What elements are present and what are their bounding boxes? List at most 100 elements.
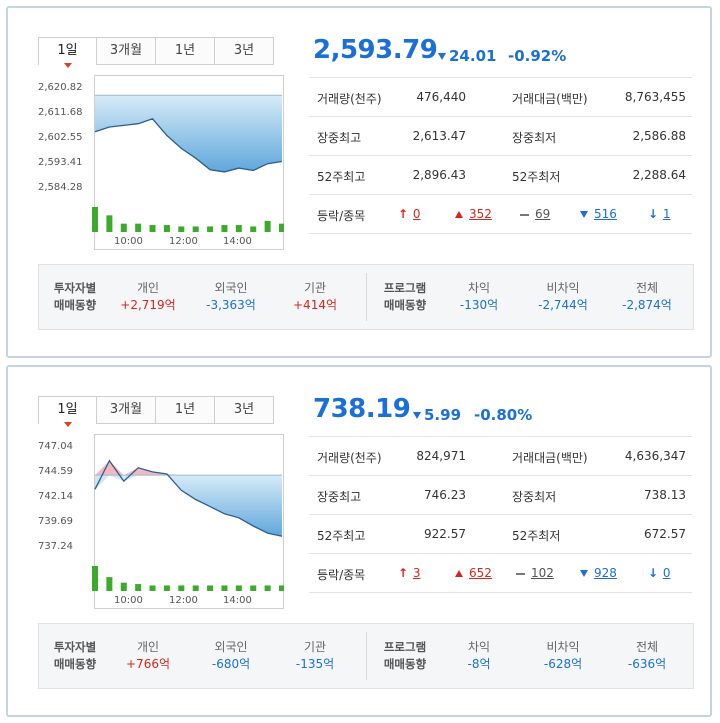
- stats-row: 52주최고 2,896.43 52주최저 2,288.64: [309, 155, 692, 194]
- individual-col: 개인 +2,719억: [103, 280, 193, 314]
- investor-title: 투자자별 매매동향: [53, 640, 97, 671]
- index-change: 24.01: [438, 47, 496, 65]
- up-area: [95, 460, 282, 476]
- day-low-value: 738.13: [644, 488, 686, 502]
- day-high-label: 장중최고: [317, 131, 362, 145]
- x-tick: 10:00: [114, 236, 143, 247]
- lower-limit-count[interactable]: ↓ 0: [647, 566, 671, 580]
- non-arbitrage-col: 비차익 -628억: [518, 639, 608, 673]
- w52-low-value: 672.57: [644, 527, 686, 541]
- tab-1day[interactable]: 1일: [38, 37, 97, 68]
- volume-bar: [106, 215, 113, 232]
- tab-3year[interactable]: 3년: [215, 396, 274, 424]
- tab-3month[interactable]: 3개월: [97, 37, 156, 65]
- arrow-down-icon: ↓: [647, 566, 659, 580]
- amount-value: 8,763,455: [624, 90, 686, 104]
- individual-value: +2,719억: [120, 298, 176, 312]
- rise-count[interactable]: 352: [455, 207, 492, 221]
- day-low-value: 2,586.88: [632, 129, 686, 143]
- volume-bar: [92, 207, 98, 232]
- price-line: [94, 459, 283, 537]
- w52-high-label: 52주최고: [317, 529, 366, 543]
- upper-limit-count[interactable]: ↑ 3: [397, 566, 421, 580]
- fall-count[interactable]: 928: [580, 566, 617, 580]
- intraday-chart: 2,620.82 2,611.68 2,602.55 2,593.41 2,58…: [38, 75, 284, 253]
- foreign-col: 외국인 -680억: [186, 639, 276, 673]
- arbitrage-col: 차익 -8억: [434, 639, 524, 673]
- arrow-down-icon: ↓: [647, 207, 659, 221]
- upper-limit-count[interactable]: ↑ 0: [397, 207, 421, 221]
- tab-3year[interactable]: 3년: [215, 37, 274, 65]
- y-tick: 744.59: [38, 466, 73, 477]
- index-change-pct: -0.92%: [508, 47, 567, 65]
- institution-value: -135억: [295, 657, 335, 671]
- arrow-up-icon: ↑: [397, 566, 409, 580]
- volume-bar: [163, 585, 170, 591]
- down-area: [95, 95, 282, 172]
- tab-1day[interactable]: 1일: [38, 396, 97, 427]
- tab-1year[interactable]: 1년: [156, 396, 215, 424]
- arbitrage-col: 차익 -130억: [434, 280, 524, 314]
- foreign-col: 외국인 -3,363억: [186, 280, 276, 314]
- volume-bar: [106, 577, 113, 591]
- volume-bar: [135, 223, 142, 232]
- dash-icon: [516, 572, 525, 575]
- down-area: [95, 475, 282, 537]
- y-tick: 739.69: [38, 516, 73, 527]
- institution-col: 기관 +414억: [270, 280, 360, 314]
- day-high-label: 장중최고: [317, 490, 362, 504]
- volume-bar: [235, 225, 242, 232]
- index-change: 5.99: [413, 406, 461, 424]
- stats-table: 거래량(천주) 824,971 거래대금(백만) 4,636,347 장중최고 …: [309, 436, 692, 593]
- non-arbitrage-value: -2,744억: [538, 298, 588, 312]
- fall-count[interactable]: 516: [580, 207, 617, 221]
- intraday-chart: 747.04 744.59 742.14 739.69 737.24 10:00…: [38, 434, 284, 612]
- y-tick: 2,611.68: [38, 107, 83, 118]
- non-arbitrage-value: -628억: [543, 657, 583, 671]
- updown-label: 등락/종목: [317, 568, 366, 582]
- w52-low-value: 2,288.64: [632, 168, 686, 182]
- w52-high-value: 2,896.43: [412, 168, 466, 182]
- kospi-panel: 1일 3개월 1년 3년 2,620.82 2,611.68 2,602.55 …: [6, 6, 712, 358]
- volume-bar: [92, 566, 98, 591]
- volume-bar: [250, 585, 257, 591]
- investor-trading-box: 투자자별 매매동향 개인 +2,719억 외국인 -3,363억 기관 +414억 프로…: [38, 264, 694, 330]
- down-triangle-icon: [413, 412, 421, 419]
- period-tabs: 1일 3개월 1년 3년: [38, 37, 274, 68]
- lower-limit-count[interactable]: ↓ 1: [647, 207, 671, 221]
- change-value: 5.99: [424, 406, 462, 424]
- kosdaq-panel: 1일 3개월 1년 3년 747.04 744.59 742.14 739.69…: [6, 365, 712, 717]
- volume-bar: [221, 585, 228, 591]
- triangle-down-icon: [580, 570, 588, 577]
- flat-count[interactable]: 69: [520, 207, 550, 221]
- y-tick: 737.24: [38, 541, 73, 552]
- w52-high-value: 922.57: [424, 527, 466, 541]
- non-arbitrage-col: 비차익 -2,744억: [518, 280, 608, 314]
- index-change-pct: -0.80%: [474, 406, 533, 424]
- period-tabs: 1일 3개월 1년 3년: [38, 396, 274, 427]
- chart-svg: [92, 75, 284, 250]
- rise-count[interactable]: 652: [455, 566, 492, 580]
- foreign-value: -680억: [211, 657, 251, 671]
- tab-1year[interactable]: 1년: [156, 37, 215, 65]
- flat-count[interactable]: 102: [516, 566, 554, 580]
- investor-trading-box: 투자자별 매매동향 개인 +766억 외국인 -680억 기관 -135억 프로그램 매매…: [38, 623, 694, 689]
- volume-bar: [149, 585, 156, 591]
- updown-label: 등락/종목: [317, 209, 366, 223]
- stats-row: 거래량(천주) 476,440 거래대금(백만) 8,763,455: [309, 77, 692, 116]
- investor-title: 투자자별 매매동향: [53, 281, 97, 312]
- program-title: 프로그램 매매동향: [383, 640, 427, 671]
- w52-low-label: 52주최저: [512, 529, 561, 543]
- arrow-up-icon: ↑: [397, 207, 409, 221]
- volume-bar: [250, 226, 257, 232]
- stats-table: 거래량(천주) 476,440 거래대금(백만) 8,763,455 장중최고 …: [309, 77, 692, 234]
- x-tick: 12:00: [169, 595, 198, 606]
- volume-bar: [279, 223, 284, 232]
- volume-label: 거래량(천주): [317, 451, 382, 465]
- institution-value: +414억: [293, 298, 337, 312]
- chart-svg: [92, 434, 284, 609]
- tab-3month[interactable]: 3개월: [97, 396, 156, 424]
- institution-col: 기관 -135억: [270, 639, 360, 673]
- stats-row: 장중최고 2,613.47 장중최저 2,586.88: [309, 116, 692, 155]
- total-col: 전체 -636억: [602, 639, 692, 673]
